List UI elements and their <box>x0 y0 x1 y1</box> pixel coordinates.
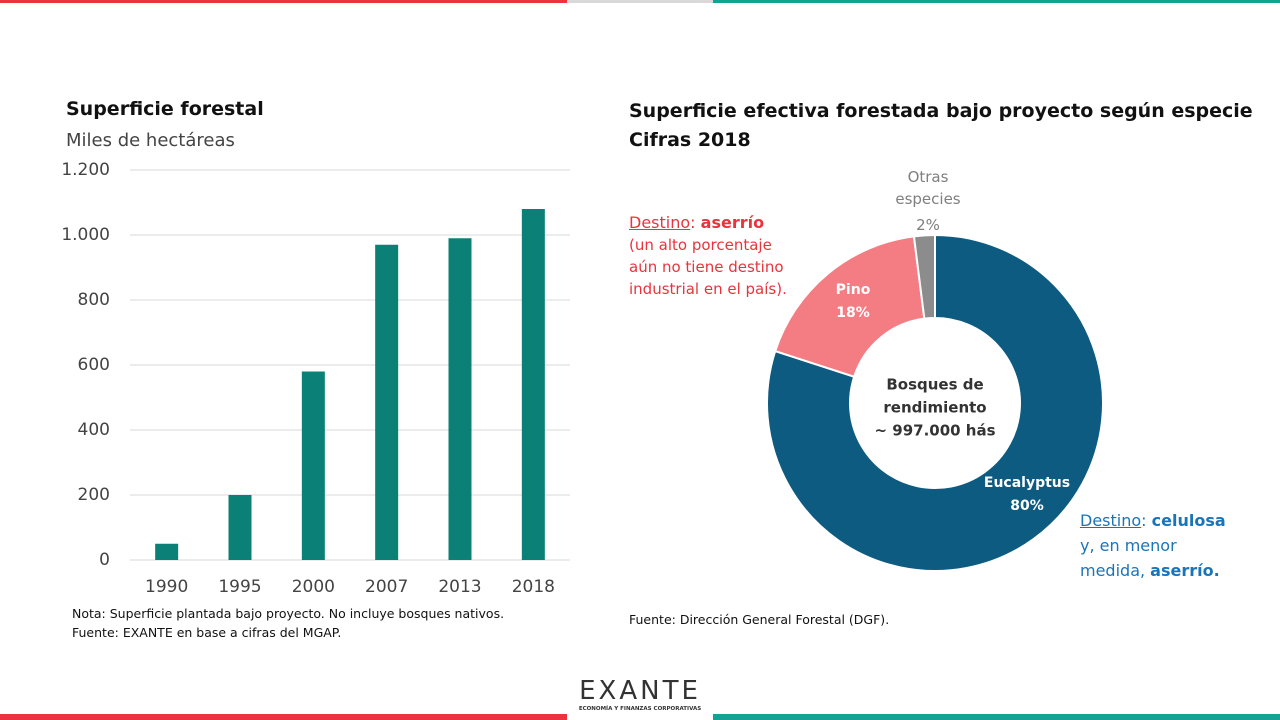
annotation-label: Destino <box>629 213 691 232</box>
logo: EXANTE ECONOMÍA Y FINANZAS CORPORATIVAS <box>560 676 720 712</box>
top-bar-gray <box>567 0 713 3</box>
annotation-text: (un alto porcentaje aún no tiene destino… <box>629 236 787 298</box>
annotation-key: aserrío. <box>1150 561 1220 580</box>
bar <box>375 244 399 560</box>
annotation-text: y, en menor medida, <box>1080 536 1177 580</box>
slice-label: Otras especies <box>895 168 961 208</box>
annotation-key: aserrío <box>700 213 765 232</box>
bar-title: Superficie forestal <box>66 98 264 120</box>
pie-subtitle: Cifras 2018 <box>629 129 751 151</box>
annotation-key: celulosa <box>1151 511 1226 530</box>
note: Nota: Superficie plantada bajo proyecto.… <box>72 606 505 621</box>
bar <box>301 371 325 560</box>
bottom-bar-red <box>0 714 567 720</box>
y-tick-label: 400 <box>78 420 110 440</box>
bar <box>228 495 252 560</box>
logo-name: EXANTE <box>579 676 701 706</box>
slice-value-label: 2% <box>916 216 940 234</box>
y-tick-label: 0 <box>99 550 110 570</box>
x-tick-label: 2018 <box>512 577 555 597</box>
y-tick-label: 1.000 <box>61 225 110 245</box>
annotation-sep: : <box>1141 511 1147 530</box>
bar <box>155 543 179 560</box>
x-tick-label: 1990 <box>145 577 188 597</box>
donut-slice <box>912 233 936 320</box>
y-tick-label: 1.200 <box>61 160 110 180</box>
bar <box>521 209 545 560</box>
slice-value-label: 18% <box>836 305 870 321</box>
center-label: rendimiento <box>883 399 986 417</box>
bar <box>448 238 472 560</box>
x-tick-label: 1995 <box>218 577 261 597</box>
annotation: Destino: celulosa y, en menor medida, as… <box>1080 508 1240 583</box>
x-tick-label: 2007 <box>365 577 408 597</box>
bar-notes: Nota: Superficie plantada bajo proyecto.… <box>72 604 504 642</box>
pie-title: Superficie efectiva forestada bajo proye… <box>629 100 1253 122</box>
pie-source: Fuente: Dirección General Forestal (DGF)… <box>629 612 890 627</box>
bottom-bar-teal <box>713 714 1280 720</box>
y-tick-label: 800 <box>78 290 110 310</box>
donut-slice <box>766 233 1104 572</box>
annotation-sep: : <box>690 213 696 232</box>
slice-label: Eucalyptus <box>983 475 1071 491</box>
y-tick-label: 600 <box>78 355 110 375</box>
y-tick-label: 200 <box>78 485 110 505</box>
slice-value-label: 80% <box>1010 498 1044 514</box>
x-tick-label: 2013 <box>438 577 481 597</box>
annotation-label: Destino <box>1080 511 1142 530</box>
bar-subtitle: Miles de hectáreas <box>66 130 235 151</box>
x-tick-label: 2000 <box>292 577 335 597</box>
top-bar-red <box>0 0 567 3</box>
center-label: ~ 997.000 hás <box>874 422 995 440</box>
donut-slice <box>773 235 926 378</box>
top-bar-teal <box>713 0 1280 3</box>
center-label: Bosques de <box>886 376 983 394</box>
slice-label: Pino <box>835 282 871 298</box>
note: Fuente: EXANTE en base a cifras del MGAP… <box>72 625 342 640</box>
annotation: Destino: aserrío (un alto porcentaje aún… <box>629 212 799 300</box>
logo-tagline: ECONOMÍA Y FINANZAS CORPORATIVAS <box>578 706 702 712</box>
